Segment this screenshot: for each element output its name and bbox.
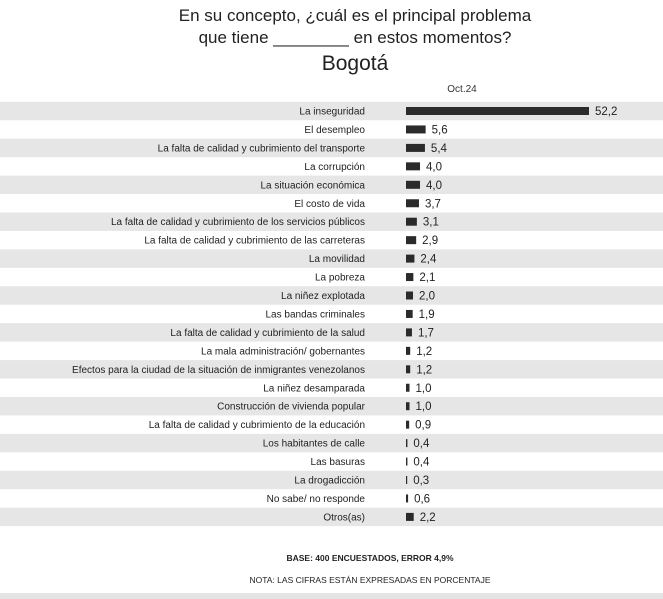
bar xyxy=(406,180,421,189)
category-label: Los habitantes de calle xyxy=(263,439,366,450)
value-label: 3,1 xyxy=(423,217,439,229)
category-label: La drogadicción xyxy=(294,476,365,487)
value-label: 5,4 xyxy=(431,143,448,155)
category-label: La falta de calidad y cubrimiento de los… xyxy=(111,217,365,228)
base-note: BASE: 400 ENCUESTADOS, ERROR 4,9% xyxy=(286,553,454,563)
row-stripe xyxy=(0,101,663,121)
row-stripe xyxy=(0,286,663,305)
category-label: La mala administración/ gobernantes xyxy=(201,346,365,357)
chart-title: Bogotá xyxy=(321,52,389,75)
bar xyxy=(406,125,426,134)
value-label: 1,2 xyxy=(416,346,432,358)
row-stripe xyxy=(0,249,663,268)
bar xyxy=(406,328,412,337)
value-label: 1,0 xyxy=(416,383,432,395)
category-label: La inseguridad xyxy=(299,107,365,118)
bar xyxy=(406,254,415,263)
row-stripe xyxy=(0,360,663,379)
value-label: 52,2 xyxy=(595,106,617,118)
category-label: Construcción de vivienda popular xyxy=(217,402,366,413)
row-stripe xyxy=(0,433,663,453)
value-label: 3,7 xyxy=(425,198,441,210)
category-label: Otros(as) xyxy=(323,512,365,523)
value-label: 0,6 xyxy=(414,493,430,505)
value-label: 1,0 xyxy=(416,401,432,413)
value-label: 2,1 xyxy=(419,272,435,284)
category-label: No sabe/ no responde xyxy=(267,494,366,505)
row-stripe xyxy=(0,507,663,527)
bar xyxy=(406,273,414,282)
bar xyxy=(406,365,411,374)
category-label: La niñez desamparada xyxy=(263,383,365,394)
value-label: 1,2 xyxy=(416,364,432,376)
row-stripe xyxy=(0,470,663,490)
bar xyxy=(406,512,414,521)
category-label: Las bandas criminales xyxy=(266,309,366,320)
footnote: NOTA: LAS CIFRAS ESTÁN EXPRESADAS EN POR… xyxy=(249,575,491,585)
value-label: 0,4 xyxy=(413,438,430,450)
bar-chart: La inseguridad 52,2 El desempleo 5,6 La falt… xyxy=(0,101,663,527)
value-label: 0,4 xyxy=(413,457,430,469)
value-label: 0,3 xyxy=(413,475,429,487)
bar xyxy=(406,143,425,152)
bar xyxy=(406,476,408,484)
row-stripe xyxy=(0,396,663,416)
row-stripe xyxy=(0,175,663,195)
bar xyxy=(406,402,410,411)
category-label: Las basuras xyxy=(311,457,365,468)
category-label: La situación económica xyxy=(260,180,365,191)
value-label: 1,7 xyxy=(418,327,434,339)
category-label: La falta de calidad y cubrimiento de la … xyxy=(170,328,365,339)
series-period-label: Oct.24 xyxy=(447,84,477,95)
chart-question: En su concepto, ¿cuál es el principal pr… xyxy=(0,5,663,49)
question-line-2: que tiene ________ en estos momentos? xyxy=(198,28,512,47)
category-label: La pobreza xyxy=(315,273,365,284)
value-label: 5,6 xyxy=(432,124,448,136)
category-label: La movilidad xyxy=(309,254,365,265)
bar xyxy=(406,309,413,318)
bar xyxy=(406,291,414,300)
value-label: 0,9 xyxy=(415,420,431,432)
category-label: El desempleo xyxy=(304,125,365,136)
category-label: La falta de calidad y cubrimiento del tr… xyxy=(158,143,366,154)
category-label: La falta de calidad y cubrimiento de la … xyxy=(149,420,365,431)
bar xyxy=(406,107,589,115)
bar xyxy=(406,420,410,429)
value-label: 2,0 xyxy=(419,291,435,303)
category-label: La falta de calidad y cubrimiento de las… xyxy=(144,236,365,247)
row-stripe xyxy=(0,138,663,158)
bar xyxy=(406,217,417,226)
value-label: 2,9 xyxy=(422,235,438,247)
bar xyxy=(406,162,421,171)
row-stripe xyxy=(0,212,663,231)
bar xyxy=(406,494,409,503)
bar xyxy=(406,457,408,466)
category-label: Efectos para la ciudad de la situación d… xyxy=(72,365,365,376)
value-label: 4,0 xyxy=(426,180,442,192)
bar xyxy=(406,346,411,355)
question-line-1: En su concepto, ¿cuál es el principal pr… xyxy=(178,6,532,25)
bar xyxy=(406,236,417,245)
bar xyxy=(406,383,410,392)
category-label: El costo de vida xyxy=(294,199,365,210)
value-label: 2,2 xyxy=(420,512,436,524)
row-stripe xyxy=(0,323,663,342)
category-label: La niñez explotada xyxy=(281,291,365,302)
value-label: 2,4 xyxy=(420,254,437,266)
value-label: 1,9 xyxy=(419,309,435,321)
category-label: La corrupción xyxy=(304,162,365,173)
bottom-rule xyxy=(0,593,663,599)
bar xyxy=(406,439,408,448)
value-label: 4,0 xyxy=(426,161,442,173)
bar xyxy=(406,199,419,208)
